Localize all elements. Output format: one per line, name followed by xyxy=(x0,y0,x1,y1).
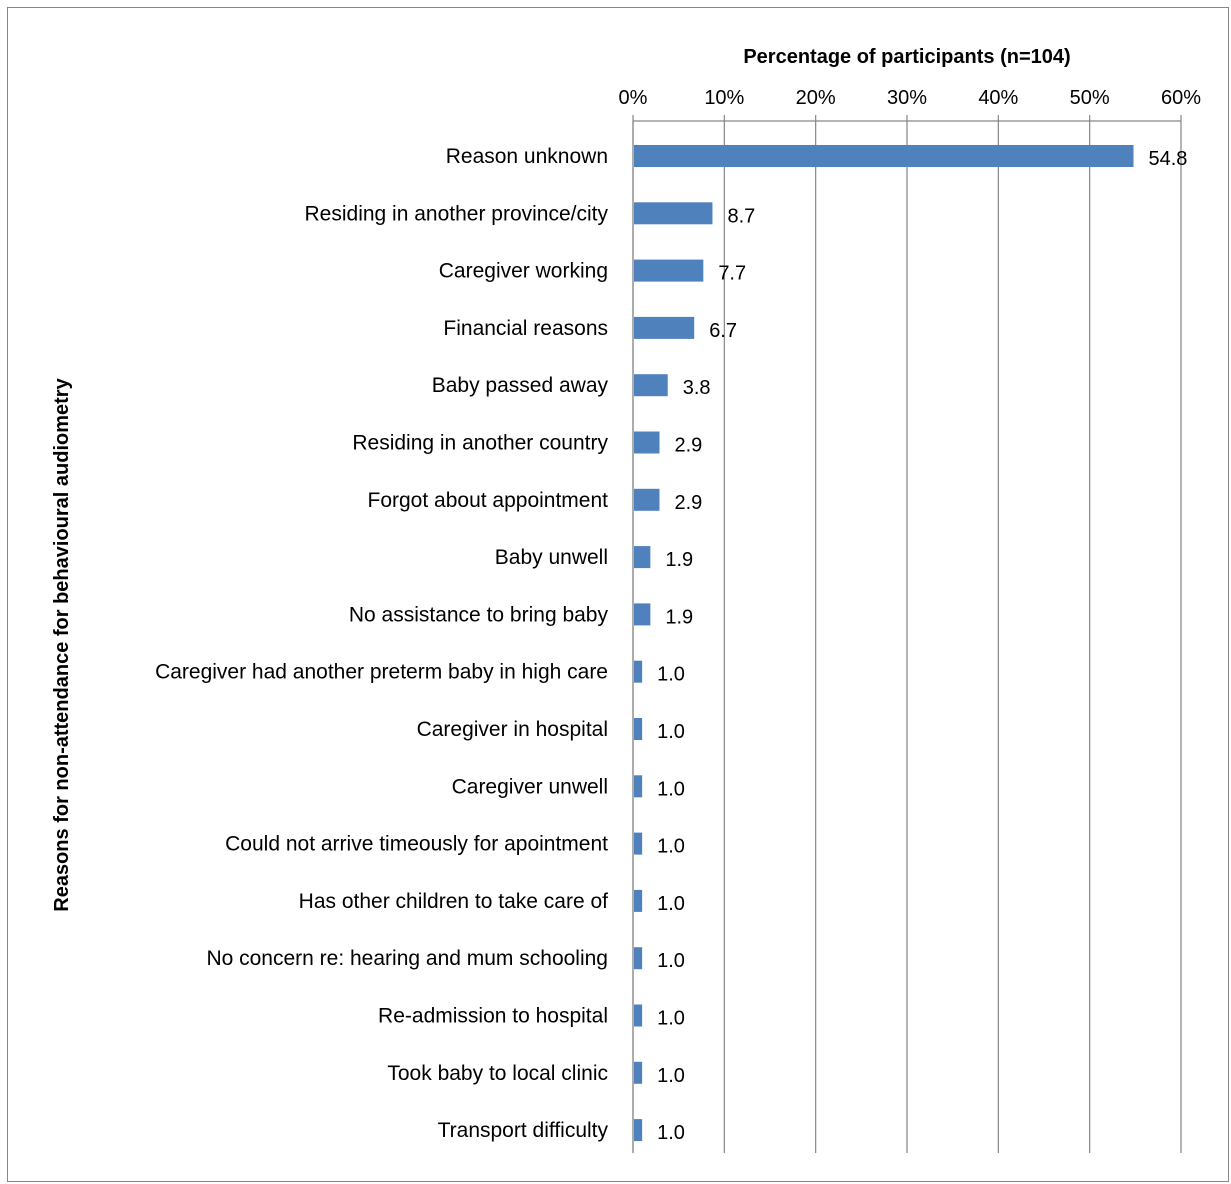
data-label: 1.0 xyxy=(657,664,685,686)
data-label: 1.0 xyxy=(657,1065,685,1087)
category-label: Transport difficulty xyxy=(438,1119,609,1142)
category-label: Forgot about appointment xyxy=(368,489,609,512)
bar xyxy=(634,603,651,626)
bars xyxy=(634,145,1134,1142)
bar xyxy=(634,947,643,970)
x-tick-label: 10% xyxy=(704,87,744,109)
bar xyxy=(634,718,643,740)
data-label: 2.9 xyxy=(674,435,702,457)
data-label: 1.0 xyxy=(657,1122,685,1144)
category-label: Financial reasons xyxy=(443,317,608,340)
bar xyxy=(634,1061,643,1084)
category-label: Baby unwell xyxy=(495,546,608,569)
bar xyxy=(634,546,651,569)
bar xyxy=(634,1119,643,1142)
category-label: Could not arrive timeously for apointmen… xyxy=(225,833,608,856)
bar xyxy=(634,316,695,339)
data-label: 7.7 xyxy=(718,263,746,285)
bar xyxy=(634,660,643,683)
chart-frame xyxy=(7,7,1229,1182)
category-label: No assistance to bring baby xyxy=(349,603,609,626)
category-label: Baby passed away xyxy=(432,374,609,397)
bar xyxy=(634,1004,643,1027)
category-label: Took baby to local clinic xyxy=(387,1062,608,1085)
y-axis-title: Reasons for non-attendance for behaviour… xyxy=(51,377,73,911)
bar xyxy=(634,889,643,912)
bar xyxy=(634,431,660,454)
x-tick-label: 0% xyxy=(619,87,648,109)
bar xyxy=(634,202,713,225)
x-tick-label: 60% xyxy=(1161,87,1201,109)
bar xyxy=(634,145,1134,167)
data-label: 2.9 xyxy=(674,492,702,514)
category-label: Residing in another province/city xyxy=(305,202,609,225)
data-label: 8.7 xyxy=(727,205,755,227)
category-label: Caregiver in hospital xyxy=(417,718,608,741)
data-label: 54.8 xyxy=(1149,148,1188,170)
data-label: 1.0 xyxy=(657,721,685,743)
x-tick-label: 40% xyxy=(978,87,1018,109)
gridlines xyxy=(632,115,1182,1153)
category-label: Caregiver working xyxy=(439,260,608,283)
x-axis-ticks: 0% 10% 20% 30% 40% 50% 60% xyxy=(619,87,1202,109)
bar xyxy=(634,374,668,397)
category-label: Caregiver unwell xyxy=(452,775,608,798)
data-label: 1.0 xyxy=(657,778,685,800)
bar xyxy=(634,259,704,282)
x-tick-label: 50% xyxy=(1070,87,1110,109)
data-label: 6.7 xyxy=(709,320,737,342)
data-label: 1.9 xyxy=(665,549,693,571)
data-label: 1.0 xyxy=(657,836,685,858)
x-axis-title: Percentage of participants (n=104) xyxy=(743,46,1070,68)
category-label: Residing in another country xyxy=(352,432,608,455)
data-label: 1.0 xyxy=(657,1008,685,1030)
category-label: Has other children to take care of xyxy=(299,890,608,913)
data-label: 1.0 xyxy=(657,893,685,915)
x-tick-label: 20% xyxy=(796,87,836,109)
category-label: Caregiver had another preterm baby in hi… xyxy=(155,661,608,684)
data-label: 3.8 xyxy=(683,377,711,399)
category-labels: Reason unknown Residing in another provin… xyxy=(155,145,608,1142)
bar xyxy=(634,488,660,511)
data-label: 1.9 xyxy=(665,606,693,628)
bar xyxy=(634,775,643,798)
data-label: 1.0 xyxy=(657,950,685,972)
category-label: Reason unknown xyxy=(446,145,608,168)
x-tick-label: 30% xyxy=(887,87,927,109)
data-labels: 54.8 8.7 7.7 6.7 3.8 2.9 2.9 1.9 1.9 1.0 1.0 1.0 1.0… xyxy=(657,148,1187,1144)
category-label: Re-admission to hospital xyxy=(378,1005,608,1028)
bar xyxy=(634,832,643,855)
category-label: No concern re: hearing and mum schooling xyxy=(206,947,608,970)
